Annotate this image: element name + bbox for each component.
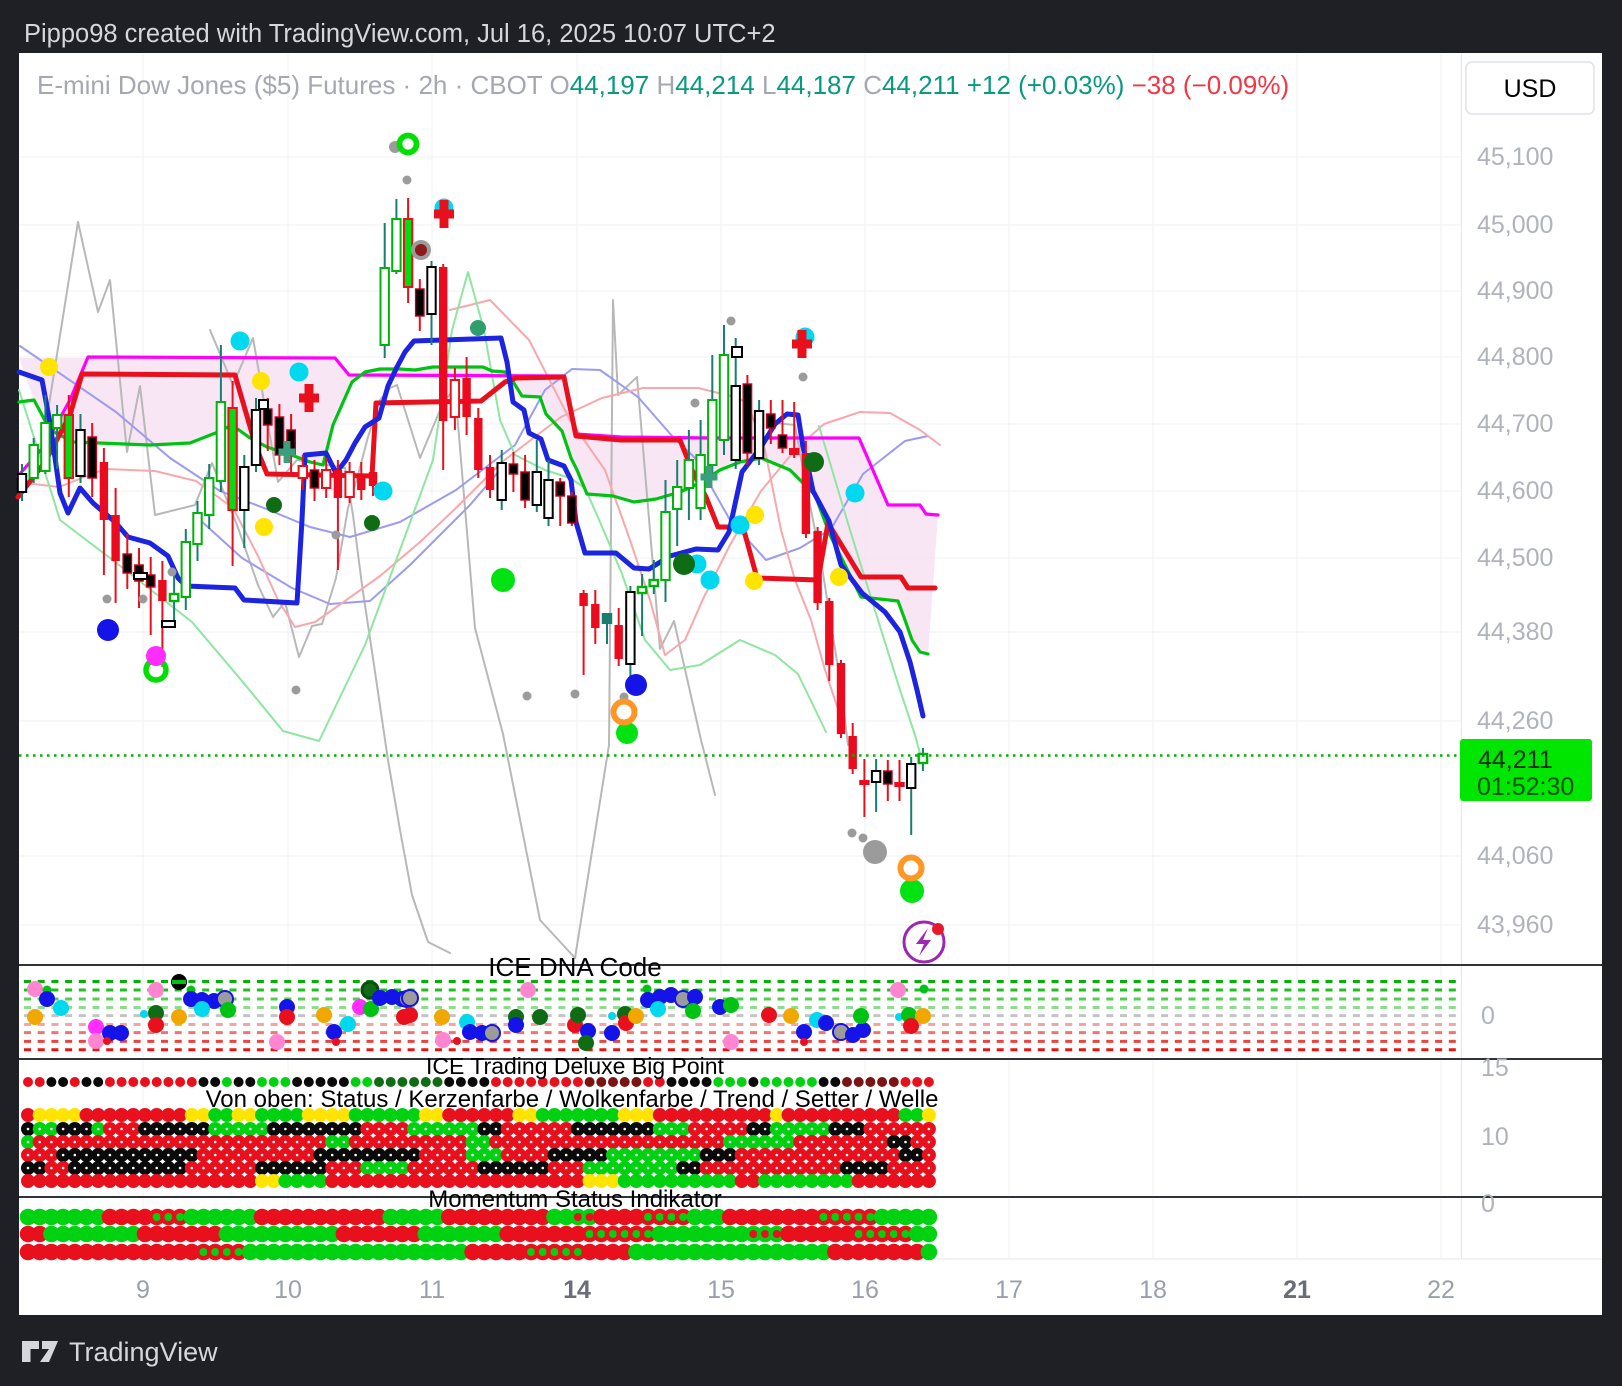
svg-text:01:52:30: 01:52:30: [1477, 773, 1574, 801]
svg-text:16: 16: [851, 1276, 879, 1304]
svg-text:Von oben: Status / Kerzenfarbe: Von oben: Status / Kerzenfarbe / Wolkenf…: [206, 1086, 939, 1113]
svg-text:44,900: 44,900: [1477, 277, 1553, 305]
svg-text:Pippo98 created with TradingVi: Pippo98 created with TradingView.com, Ju…: [24, 20, 776, 48]
svg-text:17: 17: [995, 1276, 1023, 1304]
svg-text:Momentum Status Indikator: Momentum Status Indikator: [428, 1186, 721, 1213]
svg-text:43,960: 43,960: [1477, 911, 1553, 939]
svg-text:0: 0: [1481, 1002, 1495, 1030]
svg-text:44,211: 44,211: [1478, 746, 1553, 774]
svg-text:10: 10: [1481, 1123, 1509, 1151]
svg-text:44,260: 44,260: [1477, 707, 1553, 735]
svg-text:45,100: 45,100: [1477, 143, 1553, 171]
svg-text:44,060: 44,060: [1477, 842, 1553, 870]
svg-text:44,800: 44,800: [1477, 343, 1553, 371]
svg-text:44,380: 44,380: [1477, 618, 1553, 646]
svg-text:18: 18: [1139, 1276, 1167, 1304]
svg-text:45,000: 45,000: [1477, 211, 1553, 239]
svg-text:44,600: 44,600: [1477, 477, 1553, 505]
svg-text:0: 0: [1481, 1190, 1495, 1218]
svg-text:15: 15: [707, 1276, 735, 1304]
svg-text:ICE DNA Code: ICE DNA Code: [488, 952, 661, 982]
svg-text:TradingView: TradingView: [69, 1337, 218, 1367]
svg-text:22: 22: [1427, 1276, 1455, 1304]
svg-text:9: 9: [136, 1276, 150, 1304]
svg-text:E-mini Dow Jones ($5) Futures: E-mini Dow Jones ($5) Futures · 2h · CBO…: [37, 70, 1289, 100]
svg-text:14: 14: [563, 1276, 591, 1304]
svg-text:10: 10: [274, 1276, 302, 1304]
svg-text:USD: USD: [1504, 75, 1557, 103]
svg-text:15: 15: [1481, 1054, 1509, 1082]
svg-text:11: 11: [419, 1276, 445, 1304]
svg-text:44,700: 44,700: [1477, 410, 1553, 438]
svg-text:44,500: 44,500: [1477, 544, 1553, 572]
svg-text:21: 21: [1283, 1276, 1311, 1304]
svg-text:ICE Trading Deluxe Big Point: ICE Trading Deluxe Big Point: [426, 1053, 724, 1079]
